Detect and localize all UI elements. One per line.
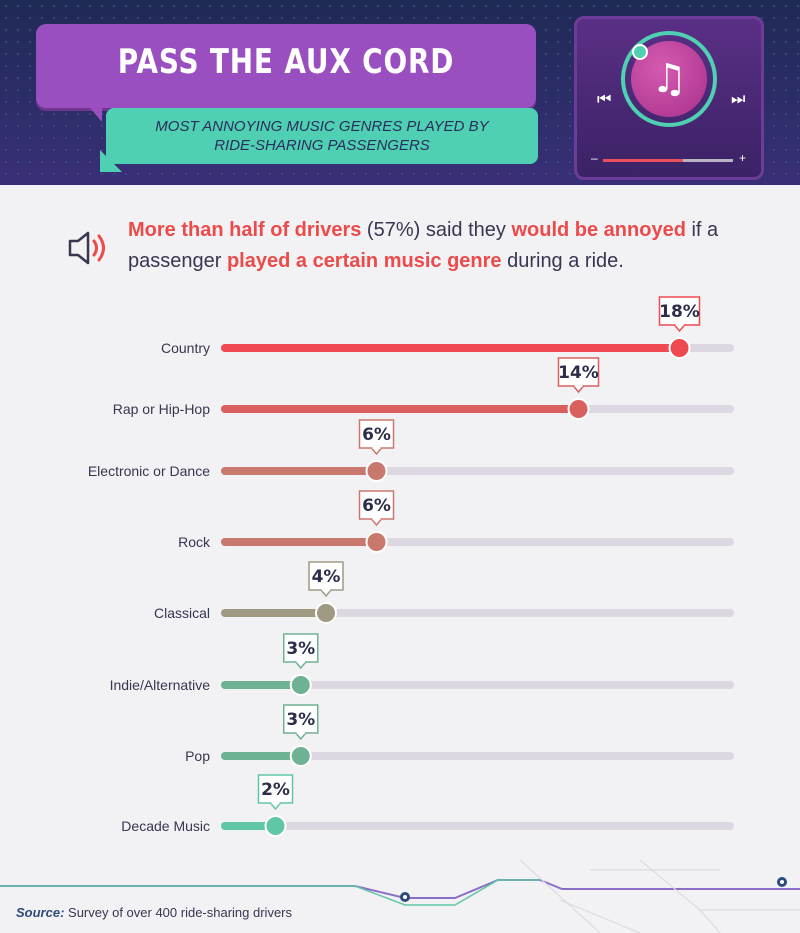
value-label-box (658, 296, 701, 326)
value-label-box (308, 561, 344, 591)
progress-ring (621, 31, 717, 127)
music-note-icon: ♫ (651, 56, 687, 102)
intro-text: More than half of drivers (57%) said the… (128, 215, 748, 277)
source-text: Survey of over 400 ride-sharing drivers (64, 905, 293, 920)
value-label-pointer (370, 447, 383, 456)
bar-knob (668, 337, 691, 359)
subtitle-bubble: MOST ANNOYING MUSIC GENRES PLAYED BY RID… (106, 108, 538, 164)
category-label: Electronic or Dance (88, 463, 210, 479)
source-label: Source: (16, 905, 65, 920)
progress-knob (632, 44, 648, 60)
intro-highlight-1: More than half of drivers (128, 219, 362, 241)
value-label-pointer (295, 732, 307, 741)
value-label-pointer (370, 518, 383, 527)
bar-knob (289, 745, 312, 767)
volume-plus: + (739, 151, 747, 165)
value-label-box (358, 490, 395, 520)
subtitle-line-1: MOST ANNOYING MUSIC GENRES PLAYED BY (155, 118, 489, 135)
intro-text-4: if a passenger (128, 219, 719, 272)
bar-knob (567, 398, 590, 420)
source-note: Source: Survey of over 400 ride-sharing … (16, 905, 292, 920)
value-label: 3% (286, 639, 315, 659)
page-title: PASS THE AUX CORD (117, 42, 455, 82)
value-label-pointer (269, 802, 282, 811)
volume-minus: – (591, 151, 598, 165)
value-label: 6% (362, 425, 391, 445)
skip-next-icon: ⏭ (731, 89, 746, 108)
category-label: Country (161, 340, 210, 356)
map-pin-icon (777, 877, 787, 887)
skip-previous-icon: ⏮ (597, 89, 612, 108)
category-label: Decade Music (121, 818, 210, 834)
genre-bar-chart: Country 18% Rap or Hip-Hop 14% Electronic or… (88, 296, 734, 837)
value-label-pointer (320, 589, 332, 598)
bar-knob (365, 460, 388, 482)
category-label: Rock (178, 534, 211, 550)
page-subtitle: MOST ANNOYING MUSIC GENRES PLAYED BY RID… (106, 117, 538, 155)
value-label: 18% (659, 302, 700, 322)
intro-text-6: during a ride. (501, 250, 624, 272)
intro-text-2: (57%) said they (361, 219, 512, 241)
map-pin-icon (400, 892, 410, 902)
value-label-pointer (572, 385, 585, 394)
header-banner: PASS THE AUX CORD MOST ANNOYING MUSIC GE… (0, 0, 800, 185)
value-label-pointer (673, 324, 686, 333)
music-player-widget: ♫ ⏮ ⏭ – + (574, 16, 764, 180)
value-label: 3% (286, 710, 315, 730)
value-label: 2% (261, 780, 290, 800)
category-label: Pop (185, 748, 210, 764)
intro-highlight-3: played a certain music genre (226, 250, 502, 272)
category-label: Indie/Alternative (110, 677, 211, 693)
category-label: Rap or Hip-Hop (113, 401, 210, 417)
value-label: 6% (362, 496, 391, 516)
value-label-box (283, 704, 319, 734)
title-bubble: PASS THE AUX CORD (36, 24, 536, 108)
value-label: 14% (558, 363, 599, 383)
road-map-lines (0, 860, 800, 933)
bar-knob (365, 531, 388, 553)
bar-knob (315, 602, 337, 624)
speaker-icon (68, 231, 105, 265)
value-label-pointer (295, 661, 307, 670)
volume-fill (603, 159, 683, 162)
value-label: 4% (312, 567, 341, 587)
category-label: Classical (154, 605, 210, 621)
intro-highlight-2: would be annoyed (511, 219, 686, 241)
bar-knob (289, 674, 312, 696)
title-bubble-tail (80, 96, 102, 122)
bar-knob (264, 815, 287, 837)
subtitle-line-2: RIDE-SHARING PASSENGERS (214, 137, 430, 154)
